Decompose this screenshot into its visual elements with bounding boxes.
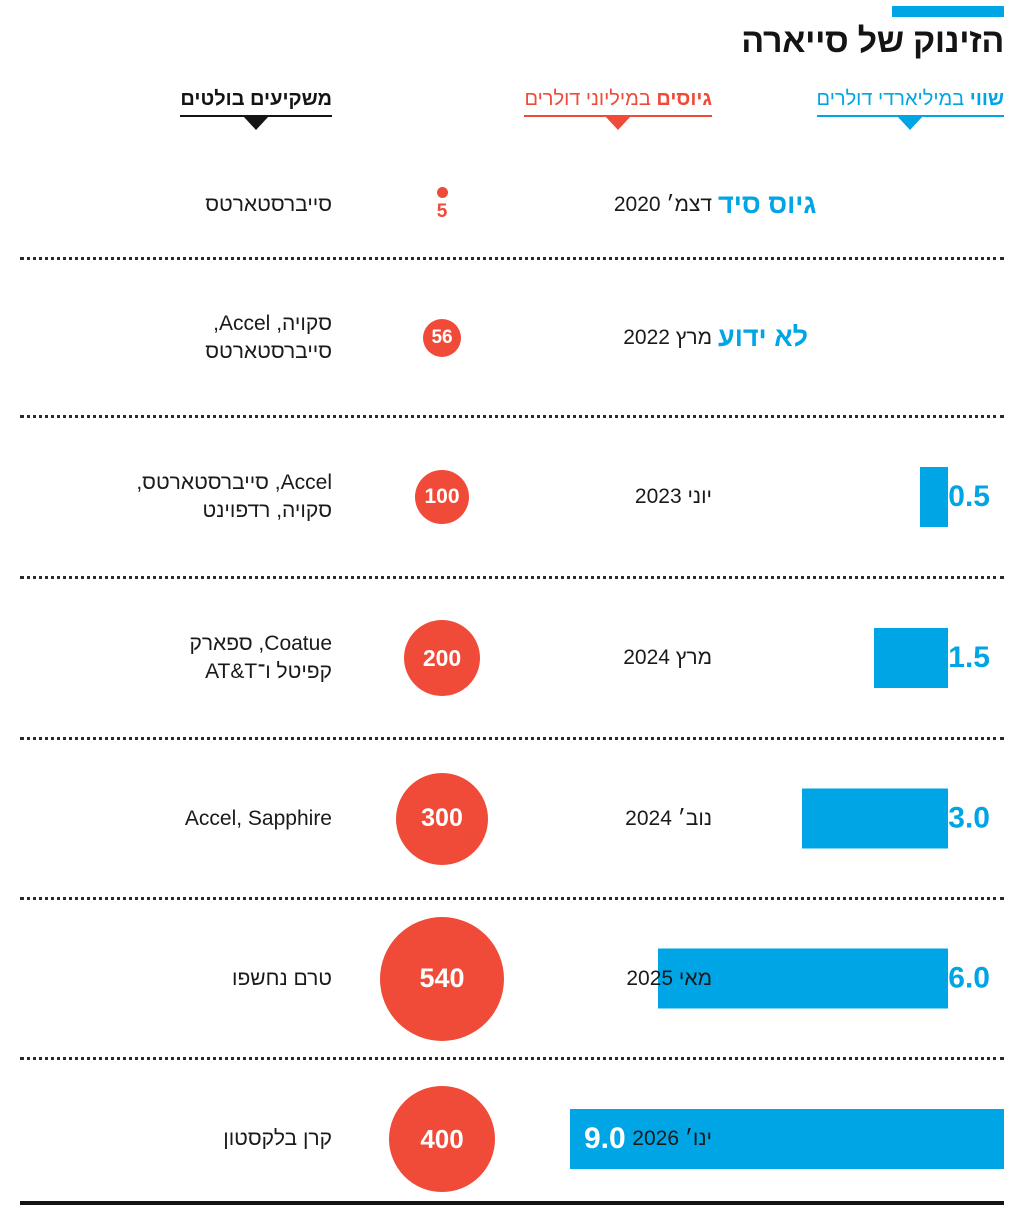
investors-line-1: Coatue, ספארק — [189, 632, 332, 656]
column-header-value-light: במיליארדי דולרים — [816, 88, 965, 110]
raise-bubble: 56 — [423, 318, 461, 357]
valuation-bar-wrap: 3.0 — [802, 740, 1004, 897]
page-title: הזינוק של סייארה — [741, 22, 1004, 60]
investors-line-1: טרם נחשפו — [232, 966, 332, 990]
investors-line-2: קפיטל ו־AT&T — [205, 660, 332, 683]
valuation-bar-wrap: 1.5 — [874, 579, 1004, 737]
column-header-investors-strong: משקיעים בולטים — [180, 88, 332, 110]
valuation-bar-label: 1.5 — [948, 641, 990, 674]
investors-line-1: Accel, סייברסטארטס, — [136, 471, 332, 495]
valuation-bar — [802, 788, 949, 849]
table-row-inner: גיוס סיד דצמ׳ 2020 5 סייברסטארטס — [20, 152, 1004, 257]
raise-cell: 540 — [332, 900, 552, 1057]
valuation-bar-label: 3.0 — [948, 801, 990, 835]
raise-bubble: 5 — [436, 186, 448, 223]
table-row-inner: 9.0 ינו׳ 2026 400 קרן בלקסטון — [20, 1060, 1004, 1218]
column-header-value-line: שווי במיליארדי דולרים — [816, 88, 1004, 130]
raise-cell: 200 — [332, 579, 552, 737]
title-accent-bar — [892, 6, 1004, 17]
raise-cell: 100 — [332, 418, 552, 576]
valuation-cell: 9.0 — [570, 1060, 1004, 1218]
table-row-inner: 6.0 מאי 2025 540 טרם נחשפו — [20, 900, 1004, 1057]
investors-line-2: סקויה, רדפוינט — [202, 499, 332, 522]
table-row-inner: 1.5 מרץ 2024 200 Coatue, ספארק קפיטל ו־AT&T — [20, 579, 1004, 737]
table-row: 9.0 ינו׳ 2026 400 קרן בלקסטון — [20, 1060, 1004, 1218]
investors-cell: Coatue, ספארק קפיטל ו־AT&T — [40, 579, 332, 737]
raise-bubble: 200 — [404, 620, 480, 696]
investors-line-1: סייברסטארטס — [205, 192, 332, 216]
data-rows: גיוס סיד דצמ׳ 2020 5 סייברסטארטס לא ידוע מרץ … — [20, 152, 1004, 1201]
column-header-value-strong: שווי — [969, 88, 1004, 110]
raise-cell: 5 — [332, 152, 552, 257]
raise-bubble: 400 — [389, 1086, 495, 1192]
valuation-bar-wrap: 6.0 — [658, 900, 1004, 1057]
table-row-inner: לא ידוע מרץ 2022 56 סקויה, Accel, סייברסטארט… — [20, 260, 1004, 415]
column-header-raise-strong: גיוסים — [656, 88, 712, 110]
column-header-raise: גיוסים במיליוני דולרים — [524, 88, 712, 130]
date-cell: יוני 2023 — [634, 485, 712, 508]
valuation-bar — [658, 948, 949, 1009]
investors-cell: קרן בלקסטון — [40, 1060, 332, 1218]
date-cell: מרץ 2022 — [623, 325, 712, 349]
valuation-bar-label: 6.0 — [948, 961, 990, 995]
valuation-cell: 0.5 — [712, 418, 1004, 576]
table-row: 1.5 מרץ 2024 200 Coatue, ספארק קפיטל ו־AT&T — [20, 579, 1004, 740]
raise-cell: 56 — [332, 260, 552, 415]
valuation-text: גיוס סיד — [718, 189, 817, 219]
valuation-bar-wrap: 9.0 — [570, 1060, 1004, 1218]
bottom-rule — [20, 1201, 1004, 1205]
raise-bubble-label: 5 — [436, 200, 448, 222]
date-cell: נוב׳ 2024 — [625, 806, 712, 830]
table-row: 3.0 נוב׳ 2024 300 Accel, Sapphire — [20, 740, 1004, 900]
investors-cell: Accel, Sapphire — [40, 740, 332, 897]
valuation-bar — [920, 467, 949, 527]
table-row: 0.5 יוני 2023 100 Accel, סייברסטארטס, סקויה,… — [20, 418, 1004, 579]
table-row-inner: 0.5 יוני 2023 100 Accel, סייברסטארטס, סקויה,… — [20, 418, 1004, 576]
investors-cell: טרם נחשפו — [40, 900, 332, 1057]
table-row-inner: 3.0 נוב׳ 2024 300 Accel, Sapphire — [20, 740, 1004, 897]
raise-bubble: 100 — [415, 470, 469, 524]
raise-cell: 300 — [332, 740, 552, 897]
raise-bubble: 540 — [380, 916, 504, 1041]
valuation-bar — [874, 628, 949, 688]
raise-bubble-dot-icon — [436, 186, 448, 198]
date-cell: מרץ 2024 — [623, 646, 712, 669]
investors-cell: סייברסטארטס — [40, 152, 332, 257]
valuation-text: לא ידוע — [718, 322, 809, 352]
valuation-cell: 1.5 — [712, 579, 1004, 737]
column-header-raise-line: גיוסים במיליוני דולרים — [524, 88, 712, 130]
triangle-down-icon-value — [897, 116, 924, 130]
investors-line-2: סייברסטארטס — [205, 339, 332, 363]
column-header-value: שווי במיליארדי דולרים — [816, 88, 1004, 130]
triangle-down-icon-raise — [605, 116, 632, 130]
valuation-cell: 6.0 — [658, 900, 1004, 1057]
investors-cell: Accel, סייברסטארטס, סקויה, רדפוינט — [40, 418, 332, 576]
table-row: גיוס סיד דצמ׳ 2020 5 סייברסטארטס — [20, 152, 1004, 260]
column-header-raise-light: במיליוני דולרים — [524, 88, 651, 110]
triangle-down-icon-investors — [243, 116, 270, 130]
valuation-cell: גיוס סיד — [712, 152, 1004, 257]
table-row: 6.0 מאי 2025 540 טרם נחשפו — [20, 900, 1004, 1060]
column-header-investors: משקיעים בולטים — [180, 88, 332, 130]
date-cell: דצמ׳ 2020 — [613, 192, 712, 216]
investors-cell: סקויה, Accel, סייברסטארטס — [40, 260, 332, 415]
table-row: לא ידוע מרץ 2022 56 סקויה, Accel, סייברסטארט… — [20, 260, 1004, 418]
valuation-cell: לא ידוע — [712, 260, 1004, 415]
valuation-cell: 3.0 — [712, 740, 1004, 897]
raise-cell: 400 — [332, 1060, 552, 1218]
date-cell: ינו׳ 2026 — [632, 1127, 712, 1150]
raise-bubble: 300 — [396, 772, 488, 865]
investors-line-1: קרן בלקסטון — [223, 1127, 332, 1151]
column-header-investors-line: משקיעים בולטים — [180, 88, 332, 130]
valuation-bar-label: 9.0 — [584, 1122, 626, 1155]
date-cell: מאי 2025 — [626, 966, 712, 990]
investors-line-1: Accel, Sapphire — [184, 806, 332, 830]
valuation-bar-label: 0.5 — [948, 480, 990, 513]
valuation-bar-wrap: 0.5 — [920, 418, 1004, 576]
valuation-bar: 9.0 — [570, 1109, 1004, 1169]
column-headers: שווי במיליארדי דולרים גיוסים במיליוני דו… — [20, 88, 1004, 144]
investors-line-1: סקויה, Accel, — [213, 311, 332, 335]
